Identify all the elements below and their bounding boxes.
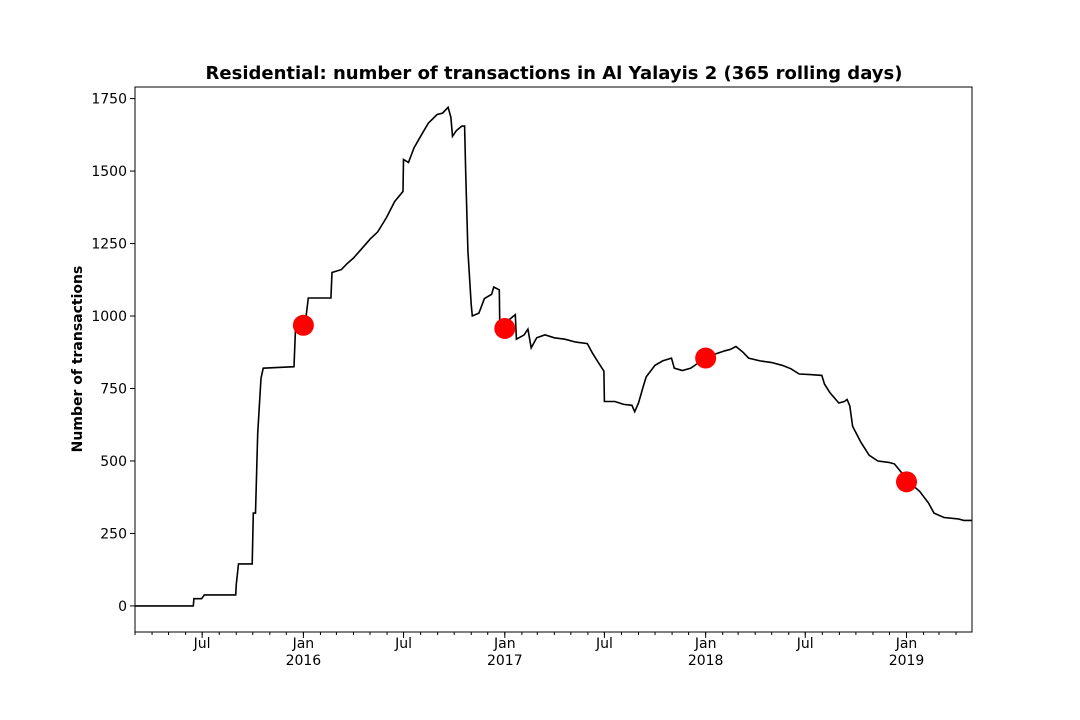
x-tick-year-2018: 2018 <box>688 653 724 669</box>
x-tick-label-2: Jan <box>292 636 315 652</box>
marker-point-1 <box>292 314 314 336</box>
x-tick-label-3: Jul <box>394 636 412 652</box>
y-tick-label-0: 0 <box>118 599 127 615</box>
y-tick-label-250: 250 <box>100 526 127 542</box>
y-tick-label-500: 500 <box>100 454 127 470</box>
x-tick-year-2019: 2019 <box>889 653 925 669</box>
x-tick-label-8: Jan <box>895 636 918 652</box>
marker-point-4 <box>896 471 918 493</box>
plot-frame <box>134 86 973 633</box>
y-axis-label: Number of transactions <box>70 266 86 453</box>
x-tick-label-1: Jul <box>193 636 211 652</box>
y-tick-label-1500: 1500 <box>91 164 127 180</box>
x-tick-year-2017: 2017 <box>487 653 523 669</box>
x-tick-label-4: Jan <box>493 636 516 652</box>
chart-title: Residential: number of transactions in A… <box>206 63 903 84</box>
x-tick-label-5: Jul <box>595 636 613 652</box>
x-tick-label-7: Jul <box>796 636 814 652</box>
y-tick-label-1000: 1000 <box>91 309 127 325</box>
y-tick-label-1750: 1750 <box>91 92 127 108</box>
marker-point-2 <box>494 317 516 339</box>
x-tick-year-2016: 2016 <box>286 653 322 669</box>
marker-point-3 <box>695 347 717 369</box>
series-line-transactions <box>135 105 972 607</box>
x-tick-label-6: Jan <box>694 636 717 652</box>
y-tick-label-1250: 1250 <box>91 237 127 253</box>
y-tick-label-750: 750 <box>100 381 127 397</box>
